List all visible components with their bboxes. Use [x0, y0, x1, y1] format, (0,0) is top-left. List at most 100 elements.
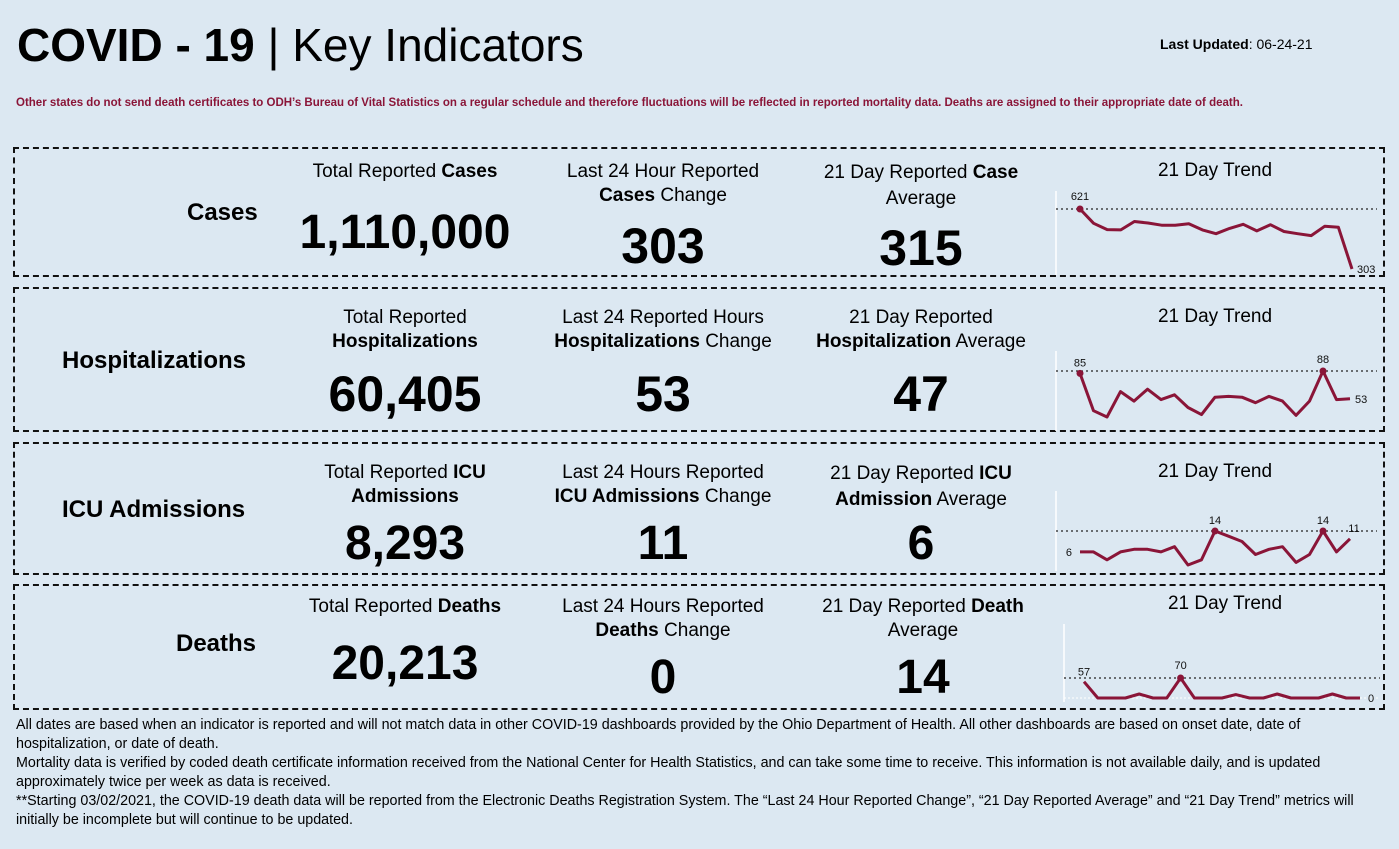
footnote-mortality: Mortality data is verified by coded deat… [16, 755, 1321, 790]
heading-bold: Death [971, 596, 1024, 617]
deaths-panel: Deaths Total Reported Deaths 20,213 Last… [13, 584, 1385, 710]
heading-text: Change [699, 331, 772, 352]
heading-bold: Admission [835, 489, 933, 510]
cases-trend-title: 21 Day Trend [1157, 160, 1273, 181]
trend-data-label: 53 [1355, 394, 1367, 406]
heading-text: Total Reported [308, 596, 438, 617]
hospitalizations-trend-sparkline: 85 88 53 [1055, 351, 1377, 431]
last-updated-label: Last Updated [1160, 36, 1249, 52]
trend-point [1319, 527, 1327, 535]
cases-average-value: 315 [879, 220, 963, 276]
heading-text: 21 Day Reported [822, 596, 972, 617]
trend-point [1076, 205, 1084, 213]
heading-text: Total Reported [312, 161, 442, 182]
icu-change-heading: Last 24 Hours Reported ICU Admissions Cha… [533, 461, 793, 509]
hospitalizations-total-value: 60,405 [328, 366, 482, 422]
deaths-trend-sparkline: 57 70 0 [1063, 624, 1380, 705]
hospitalizations-change-value: 53 [635, 366, 691, 422]
heading-text: Total Reported [324, 462, 454, 483]
hospitalizations-average-value: 47 [893, 366, 949, 422]
heading-text: Average [885, 188, 957, 209]
trend-data-label: 6 [1066, 547, 1072, 559]
icu-total-value: 8,293 [344, 517, 466, 570]
heading-text: Average [887, 620, 959, 641]
heading-bold: Case [972, 162, 1019, 183]
trend-line [1082, 676, 1360, 700]
heading-bold: Hospitalization [816, 331, 952, 352]
heading-bold: Cases [441, 161, 498, 182]
cases-trend-sparkline: 621 303 [1055, 191, 1377, 276]
cases-panel: Cases Total Reported Cases 1,110,000 Las… [13, 147, 1385, 277]
heading-bold: Cases [599, 185, 656, 206]
deaths-total-value: 20,213 [331, 637, 479, 690]
heading-bold: Deaths [595, 620, 659, 641]
icu-total-heading: Total Reported ICU Admissions [275, 461, 535, 509]
heading-bold: Hospitalizations [332, 331, 478, 352]
trend-data-label: 70 [1174, 660, 1186, 672]
title-key-indicators: Key Indicators [292, 19, 584, 71]
hospitalizations-average-heading: 21 Day Reported Hospitalization Average [791, 306, 1051, 354]
heading-text: 21 Day Reported [849, 307, 993, 328]
trend-data-label: 14 [1209, 515, 1221, 527]
cases-change-value: 303 [621, 218, 705, 274]
heading-bold: ICU [979, 463, 1012, 484]
title-covid: COVID - 19 [17, 19, 255, 71]
icu-row-label: ICU Admissions [62, 496, 246, 523]
trend-data-label: 303 [1357, 264, 1375, 276]
deaths-trend-title: 21 Day Trend [1167, 593, 1283, 614]
heading-text: Last 24 Hours Reported [562, 596, 764, 617]
cases-total-value: 1,110,000 [299, 206, 511, 259]
trend-line [1078, 369, 1351, 419]
trend-data-label: 11 [1348, 523, 1359, 535]
trend-line [1080, 529, 1352, 567]
trend-data-label: 57 [1078, 667, 1090, 679]
trend-point [1211, 527, 1219, 535]
cases-row-label: Cases [187, 199, 258, 226]
heading-text: Average [932, 489, 1007, 510]
trend-data-label: 14 [1317, 515, 1329, 527]
icu-average-heading: 21 Day Reported ICU Admission Average [791, 461, 1051, 513]
heading-text: 21 Day Reported [830, 463, 980, 484]
deaths-average-heading: 21 Day Reported Death Average [793, 595, 1053, 643]
icu-change-value: 11 [637, 517, 689, 570]
last-updated-value: : 06-24-21 [1248, 36, 1313, 52]
deaths-change-value: 0 [649, 651, 677, 704]
heading-bold: ICU [453, 462, 486, 483]
heading-text: Last 24 Hours Reported [562, 462, 764, 483]
heading-bold: ICU Admissions [554, 486, 700, 507]
footnotes: All dates are based when an indicator is… [16, 716, 1386, 830]
footnote-dates: All dates are based when an indicator is… [16, 717, 1301, 752]
heading-text: Last 24 Reported Hours [562, 307, 764, 328]
hospitalizations-row-label: Hospitalizations [62, 347, 247, 374]
trend-data-label: 0 [1368, 693, 1374, 705]
hospitalizations-trend-title: 21 Day Trend [1157, 306, 1273, 327]
cases-change-heading: Last 24 Hour Reported Cases Change [533, 160, 793, 208]
deaths-row-label: Deaths [176, 630, 257, 657]
heading-bold: Admissions [351, 486, 459, 507]
hospitalizations-total-heading: Total Reported Hospitalizations [275, 306, 535, 354]
trend-data-label: 85 [1074, 357, 1086, 369]
trend-data-label: 621 [1071, 191, 1089, 203]
page-title: COVID - 19 | Key Indicators [17, 18, 584, 72]
trend-point [1177, 674, 1185, 682]
deaths-change-heading: Last 24 Hours Reported Deaths Change [533, 595, 793, 643]
trend-point [1319, 367, 1327, 375]
heading-text: Last 24 Hour Reported [566, 161, 760, 182]
trend-line [1078, 207, 1354, 270]
icu-panel: ICU Admissions Total Reported ICU Admissi… [13, 442, 1385, 575]
heading-text: 21 Day Reported [823, 162, 973, 183]
heading-text: Change [699, 486, 772, 507]
heading-text: Average [951, 331, 1026, 352]
cases-average-heading: 21 Day Reported Case Average [791, 160, 1051, 212]
trend-data-label: 88 [1317, 354, 1329, 366]
heading-text: Change [655, 185, 727, 206]
heading-bold: Hospitalizations [554, 331, 700, 352]
title-separator: | [254, 19, 293, 71]
footnote-edrs: **Starting 03/02/2021, the COVID-19 deat… [16, 793, 1354, 828]
mortality-notice: Other states do not send death certifica… [16, 97, 1243, 109]
heading-text: Change [658, 620, 731, 641]
deaths-average-value: 14 [896, 651, 950, 704]
heading-bold: Deaths [437, 596, 502, 617]
icu-average-value: 6 [907, 517, 935, 570]
icu-trend-sparkline: 6 14 14 11 [1055, 491, 1377, 571]
